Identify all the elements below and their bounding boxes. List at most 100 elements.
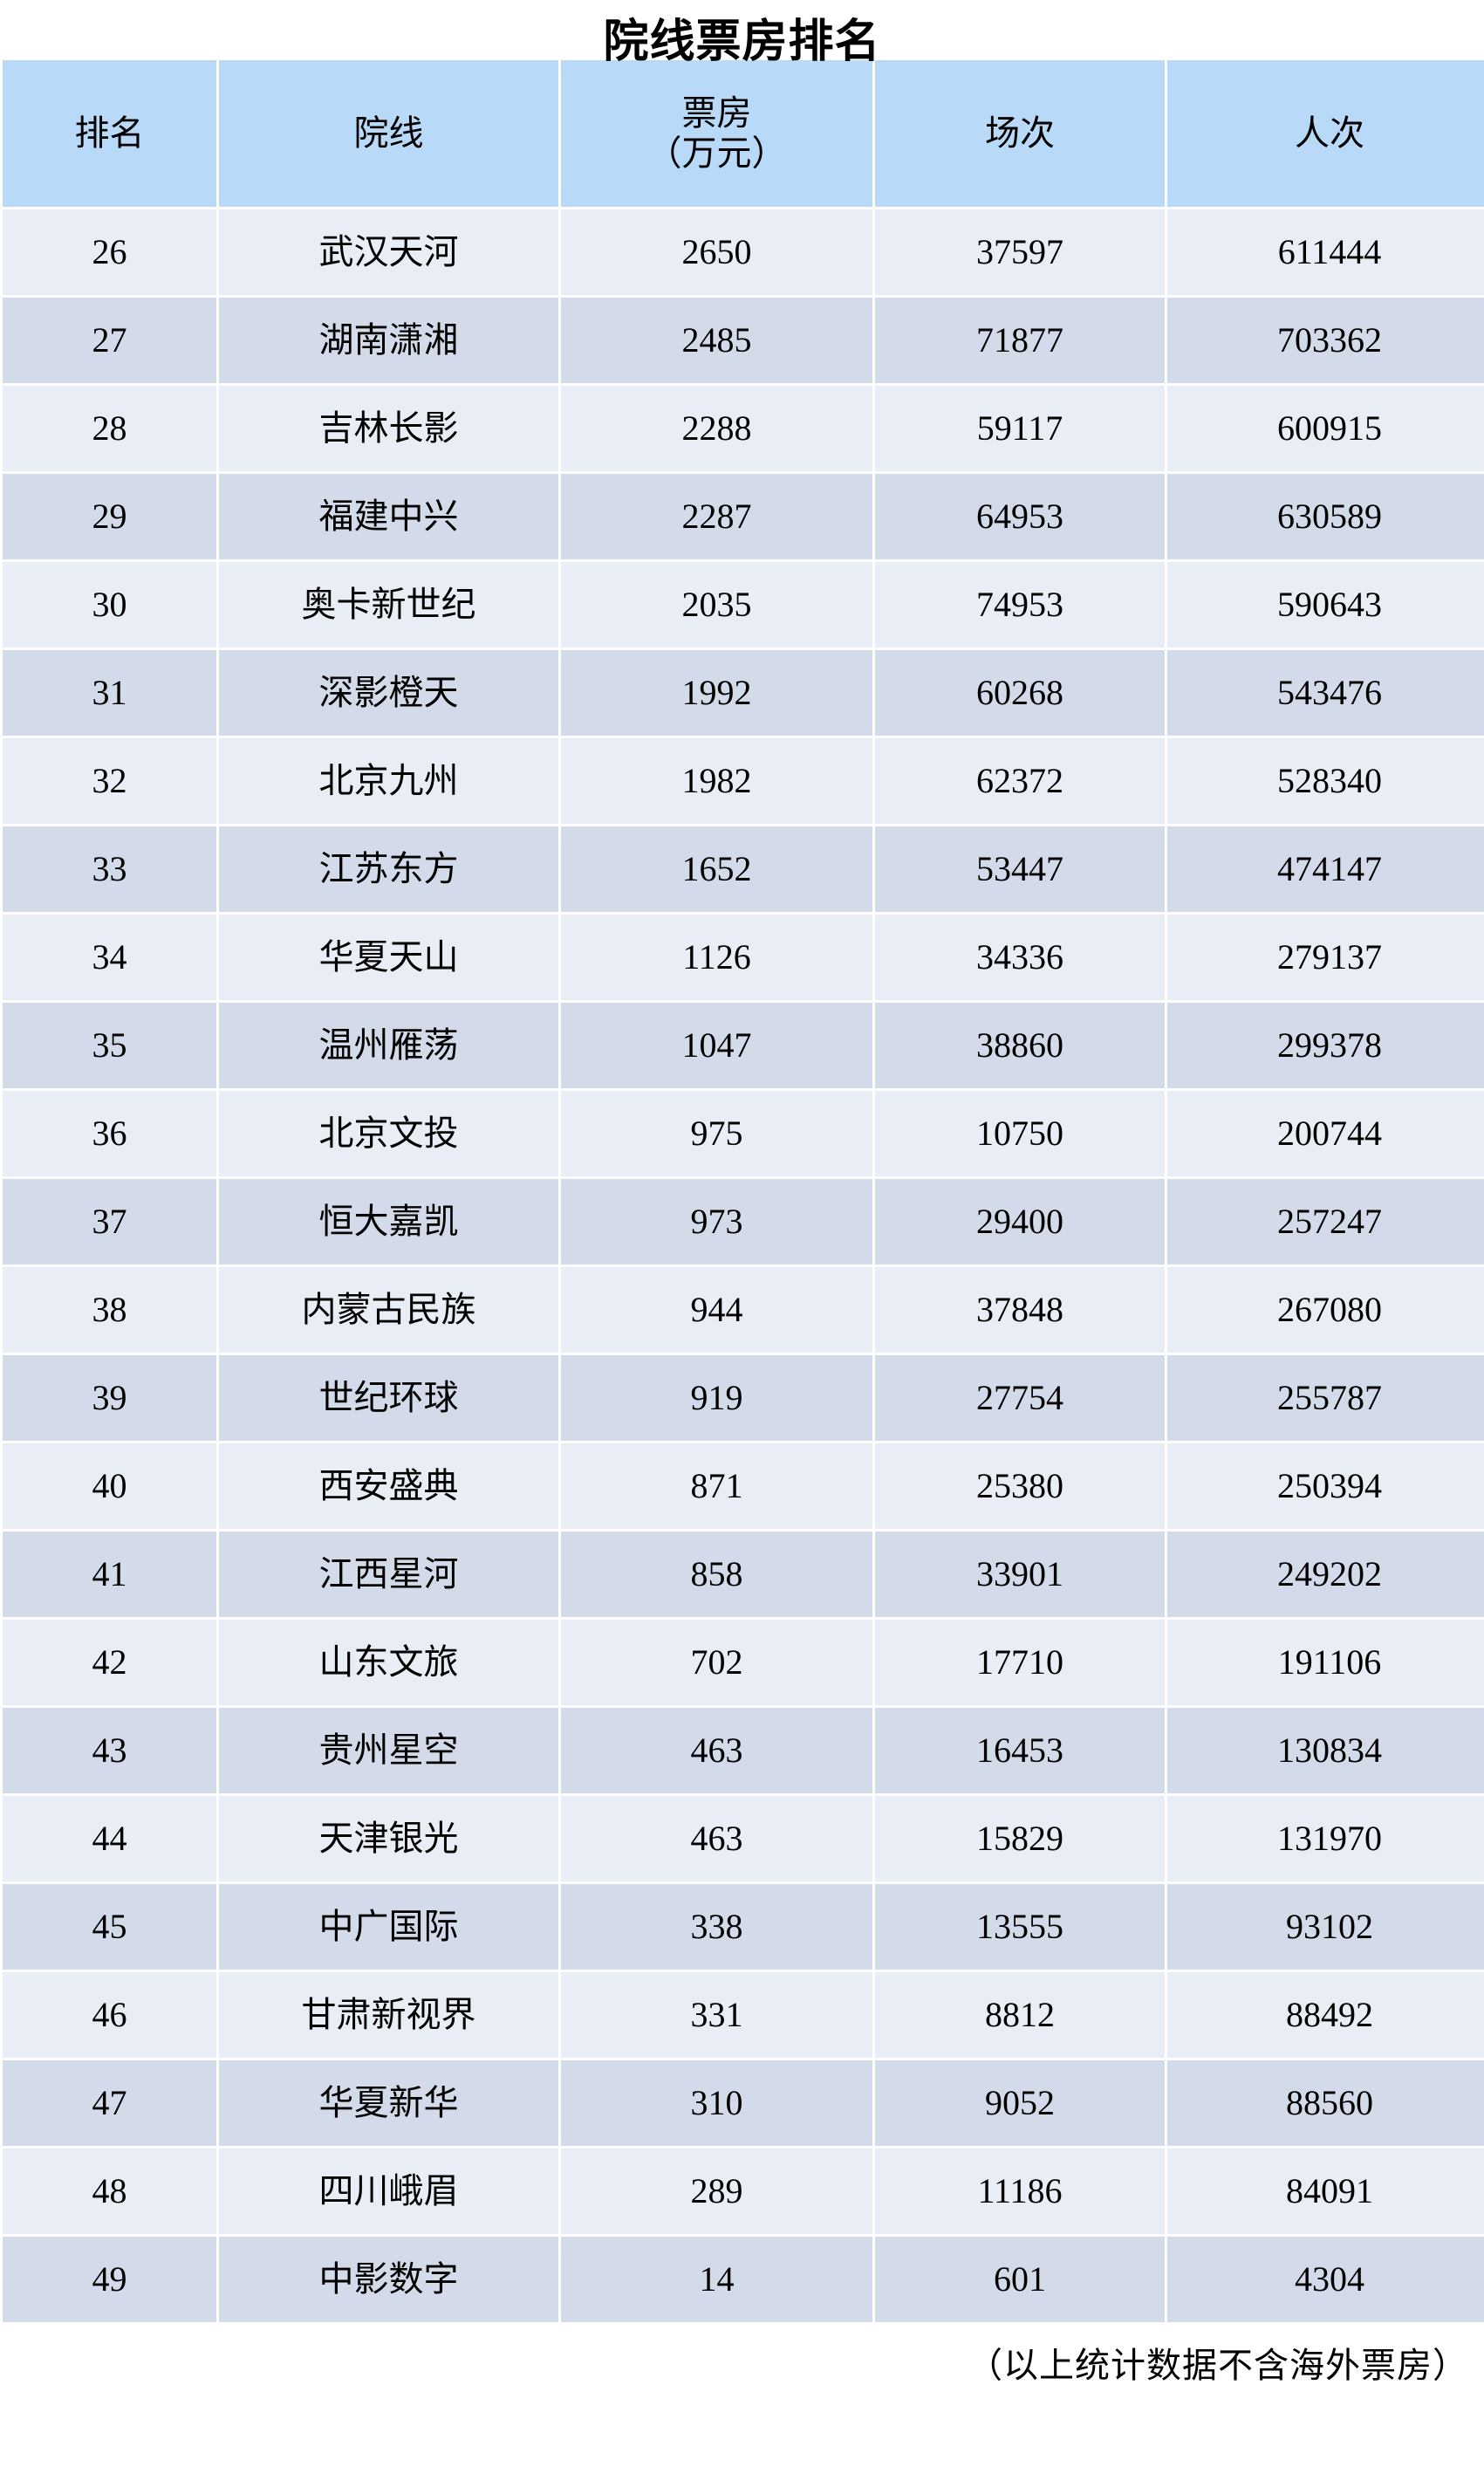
cell-attendance: 703362 (1167, 298, 1484, 383)
cell-chain: 湖南潇湘 (219, 298, 558, 383)
cell-rank: 37 (3, 1179, 216, 1264)
cell-attendance: 88492 (1167, 1972, 1484, 2058)
cell-shows: 71877 (875, 298, 1165, 383)
cell-attendance: 191106 (1167, 1620, 1484, 1705)
table-row: 34 华夏天山 1126 34336 279137 (3, 915, 1484, 1000)
cell-attendance: 84091 (1167, 2148, 1484, 2234)
cell-boxoffice: 944 (561, 1267, 872, 1353)
cell-attendance: 255787 (1167, 1355, 1484, 1441)
table-row: 47 华夏新华 310 9052 88560 (3, 2060, 1484, 2146)
column-header-boxoffice-unit: （万元） (646, 134, 787, 173)
table-row: 44 天津银光 463 15829 131970 (3, 1796, 1484, 1881)
cell-attendance: 93102 (1167, 1884, 1484, 1970)
cell-boxoffice: 331 (561, 1972, 872, 2058)
table-row: 26 武汉天河 2650 37597 611444 (3, 209, 1484, 295)
table-body: 26 武汉天河 2650 37597 611444 27 湖南潇湘 2485 71877 7033… (3, 209, 1484, 2322)
cell-chain: 贵州星空 (219, 1708, 558, 1793)
cell-chain: 温州雁荡 (219, 1003, 558, 1088)
cell-attendance: 630589 (1167, 474, 1484, 559)
cell-chain: 恒大嘉凯 (219, 1179, 558, 1264)
page-title: 院线票房排名 (603, 17, 881, 67)
table-row: 40 西安盛典 871 25380 250394 (3, 1443, 1484, 1529)
cell-rank: 29 (3, 474, 216, 559)
cell-attendance: 257247 (1167, 1179, 1484, 1264)
cell-rank: 27 (3, 298, 216, 383)
cell-attendance: 299378 (1167, 1003, 1484, 1088)
cell-boxoffice: 1982 (561, 738, 872, 824)
cell-chain: 福建中兴 (219, 474, 558, 559)
cell-boxoffice: 1992 (561, 650, 872, 736)
table-row: 33 江苏东方 1652 53447 474147 (3, 826, 1484, 912)
cell-attendance: 130834 (1167, 1708, 1484, 1793)
cell-chain: 内蒙古民族 (219, 1267, 558, 1353)
cell-shows: 34336 (875, 915, 1165, 1000)
cell-chain: 武汉天河 (219, 209, 558, 295)
cell-chain: 中影数字 (219, 2237, 558, 2322)
cell-chain: 西安盛典 (219, 1443, 558, 1529)
cell-attendance: 131970 (1167, 1796, 1484, 1881)
cell-chain: 奥卡新世纪 (219, 562, 558, 648)
cell-boxoffice: 463 (561, 1708, 872, 1793)
cell-rank: 30 (3, 562, 216, 648)
cell-rank: 49 (3, 2237, 216, 2322)
cell-rank: 26 (3, 209, 216, 295)
table-row: 41 江西星河 858 33901 249202 (3, 1532, 1484, 1617)
cell-shows: 8812 (875, 1972, 1165, 2058)
table-row: 29 福建中兴 2287 64953 630589 (3, 474, 1484, 559)
cell-boxoffice: 975 (561, 1091, 872, 1176)
column-header-boxoffice-label: 票房 (681, 93, 752, 134)
cell-shows: 37848 (875, 1267, 1165, 1353)
cell-shows: 10750 (875, 1091, 1165, 1176)
box-office-ranking-table: 排名 院线 票房 （万元） 场次 人次 26 武汉天河 2650 37597 61144… (0, 58, 1484, 2325)
cell-boxoffice: 2485 (561, 298, 872, 383)
table-row: 32 北京九州 1982 62372 528340 (3, 738, 1484, 824)
cell-shows: 15829 (875, 1796, 1165, 1881)
cell-chain: 华夏天山 (219, 915, 558, 1000)
table-row: 38 内蒙古民族 944 37848 267080 (3, 1267, 1484, 1353)
cell-rank: 28 (3, 386, 216, 471)
cell-chain: 深影橙天 (219, 650, 558, 736)
cell-shows: 60268 (875, 650, 1165, 736)
table-row: 37 恒大嘉凯 973 29400 257247 (3, 1179, 1484, 1264)
cell-rank: 34 (3, 915, 216, 1000)
cell-boxoffice: 919 (561, 1355, 872, 1441)
table-row: 30 奥卡新世纪 2035 74953 590643 (3, 562, 1484, 648)
cell-shows: 59117 (875, 386, 1165, 471)
cell-rank: 47 (3, 2060, 216, 2146)
cell-boxoffice: 289 (561, 2148, 872, 2234)
column-header-rank: 排名 (3, 60, 216, 207)
column-header-shows: 场次 (875, 60, 1165, 207)
cell-shows: 13555 (875, 1884, 1165, 1970)
table-row: 27 湖南潇湘 2485 71877 703362 (3, 298, 1484, 383)
table-row: 48 四川峨眉 289 11186 84091 (3, 2148, 1484, 2234)
table-row: 43 贵州星空 463 16453 130834 (3, 1708, 1484, 1793)
cell-boxoffice: 871 (561, 1443, 872, 1529)
table-row: 36 北京文投 975 10750 200744 (3, 1091, 1484, 1176)
cell-boxoffice: 338 (561, 1884, 872, 1970)
table-row: 46 甘肃新视界 331 8812 88492 (3, 1972, 1484, 2058)
table-row: 39 世纪环球 919 27754 255787 (3, 1355, 1484, 1441)
cell-boxoffice: 858 (561, 1532, 872, 1617)
column-header-rank-label: 排名 (74, 113, 145, 154)
cell-shows: 9052 (875, 2060, 1165, 2146)
table-footnote: （以上统计数据不含海外票房） (968, 2346, 1468, 2385)
cell-rank: 46 (3, 1972, 216, 2058)
cell-shows: 601 (875, 2237, 1165, 2322)
cell-boxoffice: 310 (561, 2060, 872, 2146)
cell-shows: 38860 (875, 1003, 1165, 1088)
cell-chain: 世纪环球 (219, 1355, 558, 1441)
cell-shows: 74953 (875, 562, 1165, 648)
cell-chain: 华夏新华 (219, 2060, 558, 2146)
cell-rank: 41 (3, 1532, 216, 1617)
cell-shows: 33901 (875, 1532, 1165, 1617)
cell-rank: 44 (3, 1796, 216, 1881)
cell-attendance: 528340 (1167, 738, 1484, 824)
cell-boxoffice: 1652 (561, 826, 872, 912)
cell-chain: 山东文旅 (219, 1620, 558, 1705)
cell-attendance: 267080 (1167, 1267, 1484, 1353)
cell-attendance: 249202 (1167, 1532, 1484, 1617)
cell-boxoffice: 2035 (561, 562, 872, 648)
cell-boxoffice: 702 (561, 1620, 872, 1705)
column-header-shows-label: 场次 (985, 113, 1055, 154)
table-row: 31 深影橙天 1992 60268 543476 (3, 650, 1484, 736)
